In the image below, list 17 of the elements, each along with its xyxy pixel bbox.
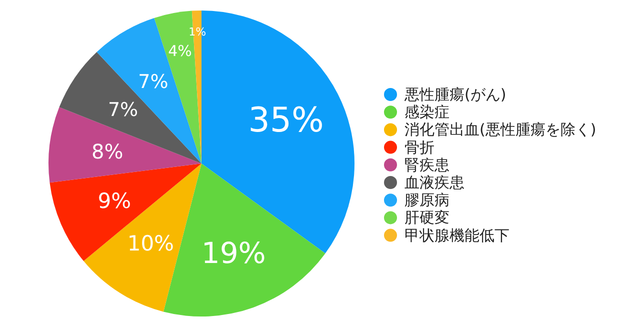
- data-label: 9%: [98, 189, 132, 214]
- legend-label: 骨折: [404, 138, 434, 156]
- legend-label: 血液疾患: [404, 174, 464, 192]
- legend-label: 感染症: [404, 103, 450, 122]
- legend-label: 肝硬変: [404, 208, 450, 227]
- data-label: 35%: [248, 100, 324, 140]
- legend-label: 膠原病: [404, 191, 450, 210]
- data-label: 8%: [92, 140, 124, 164]
- data-label: 7%: [138, 70, 168, 93]
- data-label: 4%: [168, 42, 192, 60]
- data-label: 7%: [108, 99, 138, 122]
- data-label: 10%: [127, 232, 174, 256]
- legend-label: 甲状腺機能低下: [404, 226, 510, 244]
- data-label: 19%: [201, 236, 266, 270]
- legend-label: 腎疾患: [404, 156, 450, 174]
- legend-label: 消化管出血(悪性腫瘍を除く): [404, 120, 596, 139]
- legend-label: 悪性腫瘍(がん): [404, 86, 506, 104]
